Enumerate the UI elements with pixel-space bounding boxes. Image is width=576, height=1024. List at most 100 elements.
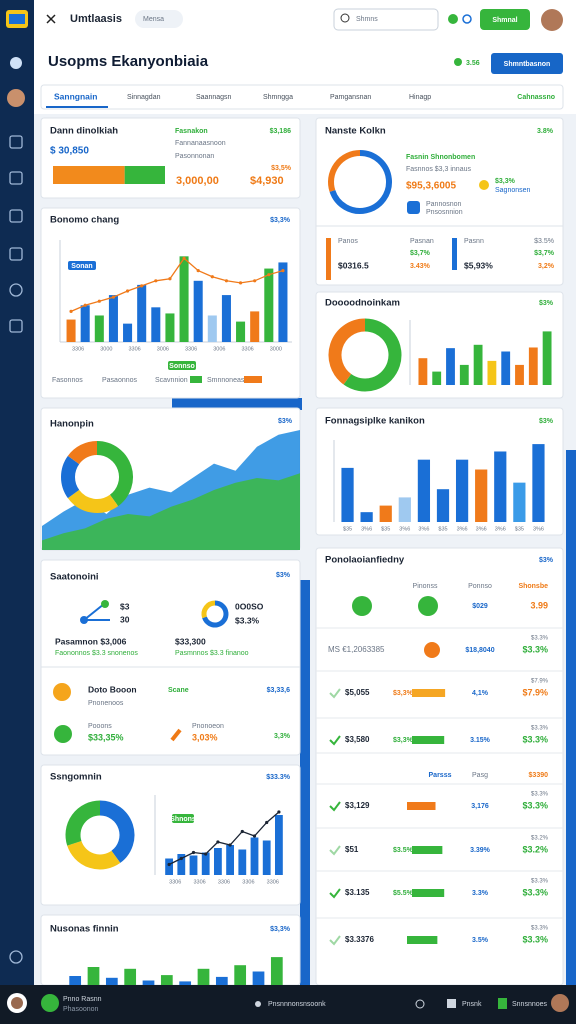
tab[interactable]: Saannagsn (196, 94, 232, 101)
user-avatar[interactable] (541, 9, 563, 31)
footer-link[interactable]: Snnsnnoes (512, 1001, 548, 1008)
bar (360, 512, 373, 522)
footer-link[interactable]: Pnsnk (462, 1001, 482, 1008)
row-change: $3.2% (522, 844, 548, 854)
legend-swatch (190, 376, 202, 383)
chip[interactable] (135, 10, 183, 28)
donut-segment (343, 318, 402, 392)
line-point (168, 277, 172, 281)
footer-icon[interactable] (447, 999, 456, 1008)
line-point (111, 295, 116, 299)
status-icon[interactable] (448, 14, 458, 24)
icon (170, 728, 182, 742)
tab[interactable]: Shmngga (263, 94, 293, 101)
primary-button[interactable] (491, 53, 563, 74)
donut-segment (99, 800, 135, 863)
card-stat: $3% (539, 300, 554, 307)
tab-underline (46, 106, 108, 108)
tabs: Sanngnain Sinnagdan Saannagsn Shmngga Pamgan… (46, 91, 431, 108)
row-change: $3.3% (522, 644, 548, 654)
footer-icon[interactable] (498, 998, 507, 1009)
row-change: $7.9% (531, 679, 549, 685)
bar (515, 364, 524, 385)
progress-segment (53, 166, 125, 184)
footer-icon (255, 1001, 261, 1007)
nav-icon[interactable] (9, 247, 23, 261)
bar (105, 977, 118, 985)
tab[interactable]: Sinnagdan (127, 94, 161, 101)
row-mid: $5.5% (393, 890, 414, 897)
bar (542, 331, 552, 385)
bar (189, 855, 198, 875)
row-change: $3.2% (531, 836, 549, 842)
row-value: $33,35% (88, 732, 124, 742)
nav-icon[interactable] (9, 135, 23, 149)
close-icon[interactable] (46, 14, 56, 24)
donut-segment (67, 840, 121, 870)
row-value: $3,33,6 (267, 687, 290, 694)
action-button[interactable] (480, 9, 530, 30)
donut-segment (329, 150, 392, 214)
nav-icon[interactable] (9, 209, 23, 223)
big-value: $4,930 (250, 175, 284, 187)
column-header: Ponnso (468, 583, 492, 590)
card (315, 547, 564, 986)
big-value: $95,3,6005 (406, 181, 456, 192)
network-node (101, 600, 109, 608)
row-mid: $3,3% (393, 690, 414, 697)
bar (165, 858, 174, 875)
stat-name: Panos (338, 238, 358, 245)
row-bar (407, 936, 438, 944)
row-name: Pooons (88, 723, 112, 730)
bar (501, 351, 511, 385)
nav-avatar[interactable] (7, 89, 25, 107)
app-icon[interactable] (41, 994, 59, 1012)
x-tick-label: 3%6 (399, 526, 410, 532)
tab[interactable]: Pamgansnan (330, 94, 371, 101)
card (40, 764, 301, 906)
card (40, 559, 301, 756)
line-point (210, 275, 214, 279)
line-point (191, 850, 196, 855)
line: Fannanaasnoon (175, 140, 226, 147)
row-change: $7.9% (522, 687, 548, 697)
nav-icon[interactable] (9, 319, 23, 333)
x-tick-label: 3306 (185, 346, 197, 352)
footer-icon[interactable] (415, 999, 425, 1009)
nav-icon[interactable] (10, 57, 22, 69)
tab-action[interactable]: Cahnassno (517, 94, 555, 101)
donut (328, 318, 402, 392)
bar (234, 965, 247, 985)
row-name: Pnonoeon (192, 723, 224, 730)
bar (160, 975, 173, 985)
x-tick-label: $35 (343, 526, 352, 532)
bar (236, 321, 246, 342)
nav-icon[interactable] (9, 283, 23, 297)
network-node (80, 616, 88, 624)
donut-segment (61, 455, 80, 499)
bar (221, 295, 231, 342)
avatar-face (11, 997, 23, 1009)
x-tick-label: 3000 (100, 346, 112, 352)
nav-icon[interactable] (9, 950, 23, 964)
card-title: Saatonoini (50, 572, 99, 583)
search-box[interactable] (333, 8, 439, 31)
row-name: $3,129 (345, 801, 370, 810)
big-value: 3,000,00 (176, 175, 219, 187)
avatar[interactable] (551, 994, 569, 1012)
donut-segment (96, 441, 133, 507)
card-stat: $3% (276, 572, 291, 579)
card (40, 207, 301, 399)
card-title: Ponolaoianfiedny (325, 555, 405, 566)
donut (65, 800, 135, 870)
tab[interactable]: Hinagp (409, 94, 431, 101)
bar (137, 284, 147, 342)
stat-dot (454, 58, 462, 66)
search-icon[interactable] (462, 14, 472, 24)
bar (341, 467, 354, 522)
card-stat: $3% (539, 418, 554, 425)
info-icon[interactable] (407, 201, 420, 214)
nav-icon[interactable] (9, 171, 23, 185)
tab[interactable]: Sanngnain (54, 91, 97, 101)
subtext: Pasmnnos $3.3 finanoo (175, 650, 249, 657)
